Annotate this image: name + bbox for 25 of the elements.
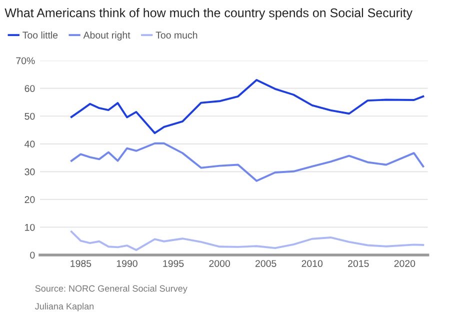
x-tick-label: 2020 <box>394 260 416 267</box>
legend-label: About right <box>83 31 130 40</box>
y-tick-label: 50 <box>24 112 35 120</box>
line-series <box>70 142 424 182</box>
text: Juliana Kaplan <box>35 302 94 312</box>
y-tick-label: 40 <box>24 140 35 148</box>
legend-label: Too little <box>22 31 58 39</box>
x-tick-label: 2005 <box>256 260 276 267</box>
x-tick-label: 2015 <box>348 260 369 267</box>
source-note: Source: NORC General Social Survey <box>35 285 188 294</box>
y-tick-label: 30 <box>24 168 35 176</box>
x-tick-label: 1990 <box>116 260 138 267</box>
x-tick-label: 2010 <box>302 260 323 267</box>
x-tick-label: 1995 <box>163 260 184 267</box>
y-tick-label: 60 <box>24 85 35 92</box>
y-tick-label: 70% <box>16 57 35 64</box>
line-series <box>70 79 424 134</box>
x-tick-label: 1985 <box>70 260 92 267</box>
chart-title: What Americans think of how much the country spends on Social Security <box>4 8 412 20</box>
y-tick-label: 20 <box>24 196 35 204</box>
y-tick-label: 0 <box>30 252 35 259</box>
x-tick-label: 2000 <box>209 260 230 267</box>
line-series <box>70 230 424 251</box>
y-tick-label: 10 <box>25 224 35 231</box>
legend-label: Too much <box>156 31 198 39</box>
